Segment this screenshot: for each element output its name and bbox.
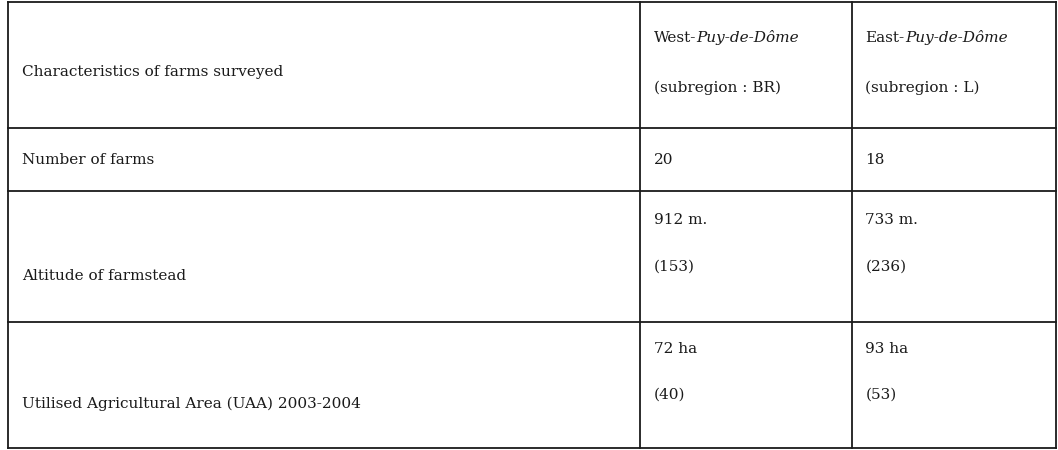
Text: Puy-de-Dôme: Puy-de-Dôme [696, 30, 799, 45]
Text: 72 ha: 72 ha [654, 342, 697, 356]
Text: Puy-de-Dôme: Puy-de-Dôme [906, 30, 1008, 45]
Text: (53): (53) [865, 388, 897, 402]
Text: 93 ha: 93 ha [865, 342, 909, 356]
Text: 733 m.: 733 m. [865, 213, 918, 227]
Text: (236): (236) [865, 260, 907, 274]
Text: West-: West- [654, 31, 696, 45]
Text: (153): (153) [654, 260, 695, 274]
Text: Utilised Agricultural Area (UAA) 2003-2004: Utilised Agricultural Area (UAA) 2003-20… [22, 396, 361, 411]
Text: (subregion : BR): (subregion : BR) [654, 81, 781, 95]
Text: Altitude of farmstead: Altitude of farmstead [22, 269, 186, 283]
Text: 20: 20 [654, 153, 673, 167]
Text: (subregion : L): (subregion : L) [865, 81, 980, 95]
Text: 18: 18 [865, 153, 884, 167]
Text: Characteristics of farms surveyed: Characteristics of farms surveyed [22, 64, 284, 79]
Text: Number of farms: Number of farms [22, 153, 154, 167]
Text: 912 m.: 912 m. [654, 213, 707, 227]
Text: East-: East- [865, 31, 905, 45]
Text: (40): (40) [654, 388, 686, 402]
